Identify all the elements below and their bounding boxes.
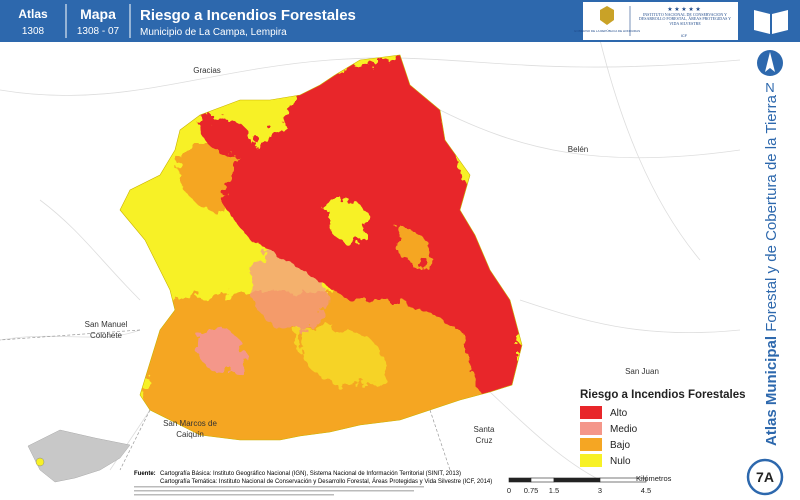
place-label: Santa [474, 425, 495, 434]
place-label: Gracias [193, 66, 221, 75]
scale-segment [553, 477, 601, 483]
legend-label: Medio [610, 424, 638, 435]
mapa-label: Mapa [80, 6, 116, 22]
scale-bar: 0 0.75 1.5 3 4.5 [507, 477, 651, 495]
sources-line: Cartografía Básica: Instituto Geográfico… [160, 471, 461, 477]
fine-print [134, 486, 424, 496]
badge-circle [746, 458, 784, 496]
sources: Fuente: Cartografía Básica: Instituto Ge… [134, 471, 492, 485]
place-label: San Marcos de [163, 419, 217, 428]
place-label: San Juan [625, 367, 659, 376]
place-label: Belén [568, 145, 588, 154]
scale-tick-label: 0.75 [524, 486, 539, 495]
municipal-borders [0, 329, 451, 471]
north-label: N [765, 80, 774, 95]
background-lines [0, 39, 741, 481]
legend-label: Bajo [610, 440, 630, 451]
place-label: Cruz [476, 436, 493, 445]
icf-stars: ★ ★ ★ ★ ★ [667, 6, 701, 13]
gov-logo-text: GOBIERNO DE LA REPÚBLICA DE HONDURAS [574, 28, 640, 33]
scale-segment [599, 477, 647, 483]
north-arrow [765, 52, 775, 72]
legend-label: Nulo [610, 456, 631, 467]
inset-honduras [27, 429, 131, 483]
atlas-number: 1308 [22, 26, 45, 37]
sources-label: Fuente: [134, 471, 156, 477]
place-label: San Manuel [85, 320, 128, 329]
side-title: Atlas Municipal Forestal y de Cobertura … [763, 94, 780, 446]
legend-swatch [580, 422, 602, 435]
scale-tick-label: 3 [598, 486, 602, 495]
legend-swatch [580, 454, 602, 467]
mapa-number: 1308 - 07 [77, 26, 120, 37]
map-subtitle: Municipio de La Campa, Lempira [140, 27, 287, 38]
scale-segment [530, 477, 555, 483]
legend: Alto Medio Bajo Nulo [580, 406, 638, 467]
icf-logo-text: INSTITUTO NACIONAL DE CONSERVACIÓN Y DES… [638, 13, 732, 26]
legend-title: Riesgo a Incendios Forestales [580, 389, 746, 401]
legend-label: Alto [610, 408, 628, 419]
icf-abbr: ICF [681, 33, 688, 38]
scale-tick-label: 1.5 [549, 486, 559, 495]
legend-swatch [580, 406, 602, 419]
scale-segment [508, 477, 532, 483]
scale-tick-label: 0 [507, 486, 511, 495]
side-title-regular: Forestal y de Cobertura de la Tierra [763, 94, 780, 331]
place-label: Colohete [90, 331, 123, 340]
risk-map [120, 55, 522, 440]
icf-logo-box: INSTITUTO NACIONAL DE CONSERVACIÓN Y DES… [638, 13, 732, 26]
side-title-bold: Atlas Municipal [763, 336, 780, 446]
risk-texture [140, 55, 520, 440]
badge: 7A [756, 469, 774, 485]
legend-swatch [580, 438, 602, 451]
sources-line: Cartografía Temática: Instituto Nacional… [160, 478, 492, 485]
place-label: Caiquín [176, 430, 204, 439]
gov-emblem [600, 6, 614, 25]
scale-tick-label: 4.5 [641, 486, 651, 495]
inset-location [35, 457, 45, 467]
atlas-label: Atlas [18, 7, 48, 21]
book-icon [754, 10, 788, 34]
scale-unit: Kilómetros [636, 474, 672, 483]
map-title: Riesgo a Incendios Forestales [140, 7, 356, 24]
